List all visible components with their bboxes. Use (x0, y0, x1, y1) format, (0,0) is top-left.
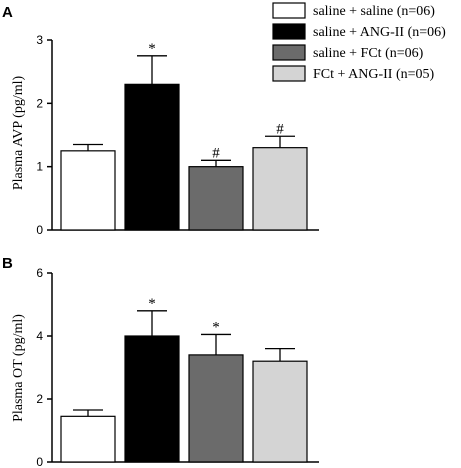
panel-b-bar-saline-fct (188, 354, 244, 463)
panel-b-bar-saline-ang2 (124, 335, 180, 463)
panel-b-significance-saline-ang2: * (148, 296, 156, 312)
panel-a-bar-fct-ang2 (252, 147, 308, 231)
panel-a-significance-saline-ang2: * (148, 41, 156, 57)
panel-b-y-tick-label: 2 (36, 392, 43, 406)
panel-a-bar-saline-saline (60, 150, 116, 231)
panel-a-significance-fct-ang2: # (276, 121, 284, 137)
legend-swatch-fct-ang2 (272, 65, 306, 82)
panel-a-y-tick-label: 3 (36, 33, 43, 47)
panel-a-y-tick-label: 1 (36, 160, 43, 174)
panel-b-significance-saline-fct: * (212, 319, 220, 335)
panel-b-y-tick-label: 4 (36, 329, 43, 343)
panel-a-letter: A (2, 4, 13, 21)
panel-a-y-axis-label: Plasma AVP (pg/ml) (11, 75, 26, 190)
legend-label-saline-ang2: saline + ANG-II (n=06) (313, 25, 446, 40)
panel-b-y-tick-label: 6 (36, 266, 43, 280)
panel-b: B Plasma OT (pg/ml) 0 2 4 6 * * (2, 255, 319, 468)
panel-a-bar-saline-ang2 (124, 83, 180, 231)
legend-swatch-saline-saline (272, 2, 306, 19)
legend: saline + saline (n=06) saline + ANG-II (… (272, 2, 446, 82)
panel-a: A Plasma AVP (pg/ml) 0 1 2 3 * # # (2, 4, 319, 237)
legend-label-saline-fct: saline + FCt (n=06) (313, 46, 424, 61)
panel-b-y-tick-label: 0 (36, 455, 43, 468)
legend-swatch-saline-ang2 (272, 23, 306, 40)
panel-b-bar-saline-saline (60, 415, 116, 463)
panel-b-letter: B (2, 255, 13, 272)
legend-label-fct-ang2: FCt + ANG-II (n=05) (313, 67, 435, 82)
panel-b-bar-fct-ang2 (252, 360, 308, 463)
panel-a-y-tick-label: 2 (36, 96, 43, 110)
panel-a-y-tick-label: 0 (36, 223, 43, 237)
panel-a-significance-saline-fct: # (212, 145, 220, 161)
legend-label-saline-saline: saline + saline (n=06) (313, 4, 435, 19)
panel-b-y-axis-label: Plasma OT (pg/ml) (11, 314, 26, 422)
legend-swatch-saline-fct (272, 44, 306, 61)
panel-a-bar-saline-fct (188, 166, 244, 231)
